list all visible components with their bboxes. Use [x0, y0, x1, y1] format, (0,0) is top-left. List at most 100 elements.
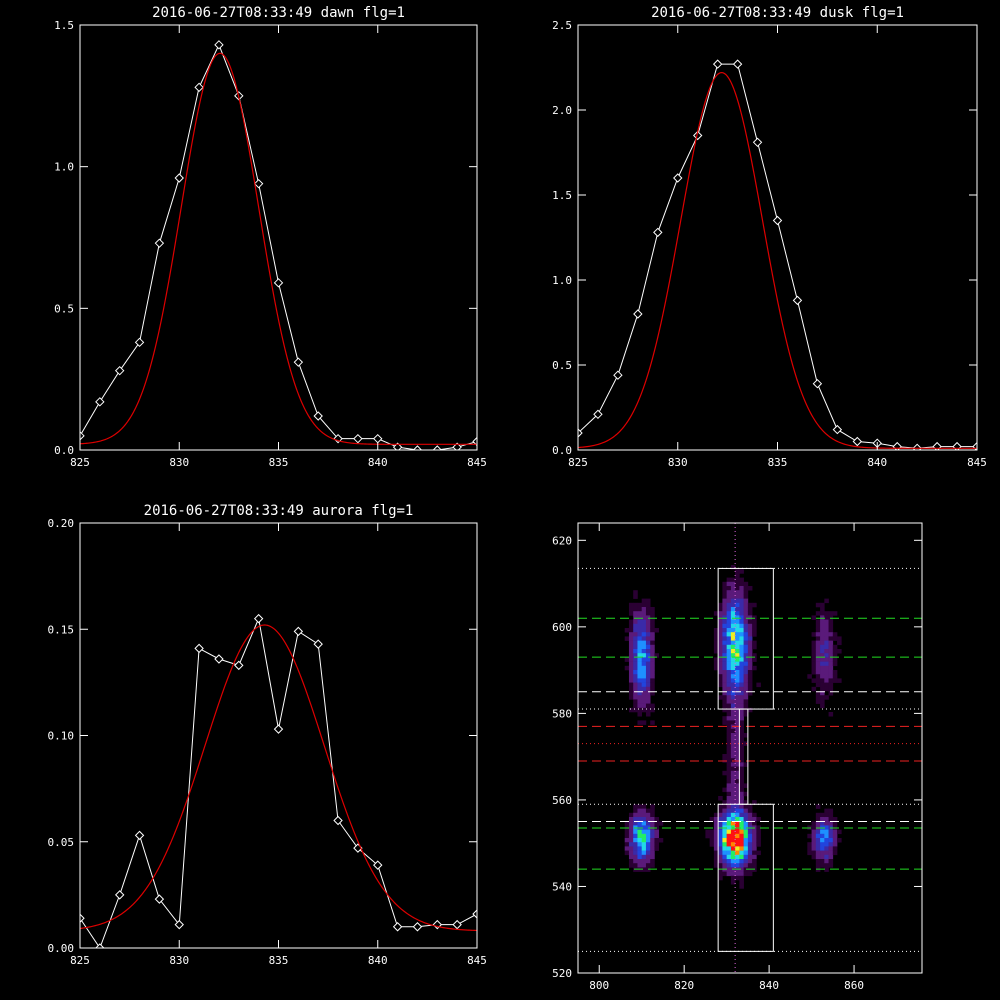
- heatmap-pixel: [726, 682, 732, 688]
- heatmap-pixel: [633, 707, 638, 713]
- heatmap-pixel: [726, 665, 732, 671]
- heatmap-pixel: [641, 699, 647, 704]
- heatmap-pixel: [722, 800, 727, 805]
- heatmap-pixel: [832, 678, 838, 683]
- heatmap-pixel: [743, 611, 749, 616]
- heatmap-pixel: [726, 867, 732, 872]
- heatmap-pixel: [735, 703, 740, 709]
- heatmap-pixel: [730, 644, 736, 650]
- heatmap-pixel: [730, 649, 736, 654]
- heatmap-pixel: [730, 691, 736, 696]
- heatmap-pixel: [756, 842, 761, 847]
- heatmap-pixel: [726, 602, 732, 608]
- heatmap-pixel: [730, 842, 736, 847]
- heatmap-pixel: [718, 695, 723, 700]
- heatmap-pixel: [718, 678, 723, 683]
- heatmap-pixel: [726, 842, 732, 847]
- heatmap-pixel: [820, 850, 825, 856]
- heatmap-pixel: [828, 863, 834, 868]
- y-tick-label: 0.5: [552, 359, 572, 372]
- heatmap-pixel: [722, 691, 727, 696]
- heatmap-pixel: [739, 569, 744, 574]
- heatmap-pixel: [811, 854, 817, 860]
- heatmap-pixel: [824, 611, 829, 616]
- heatmap-pixel: [815, 699, 821, 704]
- heatmap-pixel: [645, 812, 651, 818]
- heatmap-pixel: [641, 842, 647, 847]
- heatmap-pixel: [815, 649, 821, 654]
- heatmap-pixel: [633, 833, 638, 839]
- heatmap-pixel: [641, 829, 647, 835]
- heatmap-pixel: [628, 863, 634, 868]
- heatmap-pixel: [739, 586, 744, 591]
- heatmap-pixel: [650, 665, 655, 671]
- heatmap-pixel: [828, 682, 834, 688]
- heatmap-pixel: [641, 817, 647, 822]
- heatmap-pixel: [722, 871, 727, 877]
- heatmap-pixel: [815, 812, 821, 818]
- heatmap-pixel: [743, 598, 749, 604]
- heatmap-pixel: [628, 670, 634, 675]
- heatmap-pixel: [730, 686, 736, 692]
- heatmap-pixel: [739, 737, 744, 742]
- heatmap-pixel: [730, 880, 736, 885]
- heatmap-pixel: [747, 649, 753, 654]
- heatmap-pixel: [624, 838, 630, 843]
- heatmap-pixel: [820, 636, 825, 641]
- heatmap-pixel: [718, 602, 723, 608]
- y-tick-label: 520: [552, 967, 572, 980]
- heatmap-pixel: [747, 653, 753, 658]
- heatmap-pixel: [743, 581, 749, 587]
- heatmap-pixel: [832, 842, 838, 847]
- heatmap-pixel: [747, 871, 753, 877]
- heatmap-pixel: [735, 871, 740, 877]
- heatmap-pixel: [832, 833, 838, 839]
- heatmap-pixel: [645, 653, 651, 658]
- heatmap-pixel: [628, 628, 634, 633]
- heatmap-pixel: [650, 686, 655, 692]
- heatmap-pixel: [730, 829, 736, 835]
- data-point: [452, 919, 462, 930]
- heatmap-pixel: [641, 619, 647, 625]
- y-tick-label: 0.00: [48, 942, 75, 955]
- data-point: [712, 59, 723, 69]
- heatmap-pixel: [747, 842, 753, 847]
- heatmap-pixel: [726, 594, 732, 599]
- heatmap-pixel: [637, 611, 643, 616]
- heatmap-pixel: [718, 838, 723, 843]
- plot-frame: [79, 24, 478, 451]
- heatmap-pixel: [718, 833, 723, 839]
- heatmap-pixel: [824, 854, 829, 860]
- heatmap-pixel: [633, 649, 638, 654]
- heatmap-pixel: [811, 615, 817, 620]
- heatmap-pixel: [815, 859, 821, 864]
- heatmap-pixel: [735, 733, 740, 738]
- heatmap-pixel: [735, 632, 740, 637]
- heatmap-pixel: [722, 661, 727, 667]
- plot-area: [80, 40, 477, 450]
- heatmap-pixel: [824, 636, 829, 641]
- heatmap-pixel: [726, 619, 732, 625]
- y-tick-label: 1.5: [552, 189, 572, 202]
- heatmap-pixel: [624, 829, 630, 835]
- heatmap-pixel: [747, 686, 753, 692]
- heatmap-pixel: [645, 607, 651, 612]
- heatmap-pixel: [739, 749, 744, 755]
- heatmap-pixel: [628, 611, 634, 616]
- heatmap-pixel: [624, 821, 630, 826]
- heatmap-pixel: [650, 707, 655, 713]
- heatmap-pixel: [633, 703, 638, 709]
- heatmap-pixel: [645, 640, 651, 646]
- heatmap-pixel: [743, 649, 749, 654]
- heatmap-pixel: [641, 632, 647, 637]
- heatmap-pixel: [718, 875, 723, 881]
- data-point: [95, 943, 105, 948]
- heatmap-pixel: [637, 615, 643, 620]
- heatmap-pixel: [645, 821, 651, 826]
- heatmap-pixel: [730, 833, 736, 839]
- heatmap-pixel: [641, 720, 647, 725]
- heatmap-pixel: [637, 674, 643, 679]
- heatmap-pixel: [735, 691, 740, 696]
- heatmap-pixel: [713, 636, 719, 641]
- y-tick-label: 0.5: [54, 302, 74, 315]
